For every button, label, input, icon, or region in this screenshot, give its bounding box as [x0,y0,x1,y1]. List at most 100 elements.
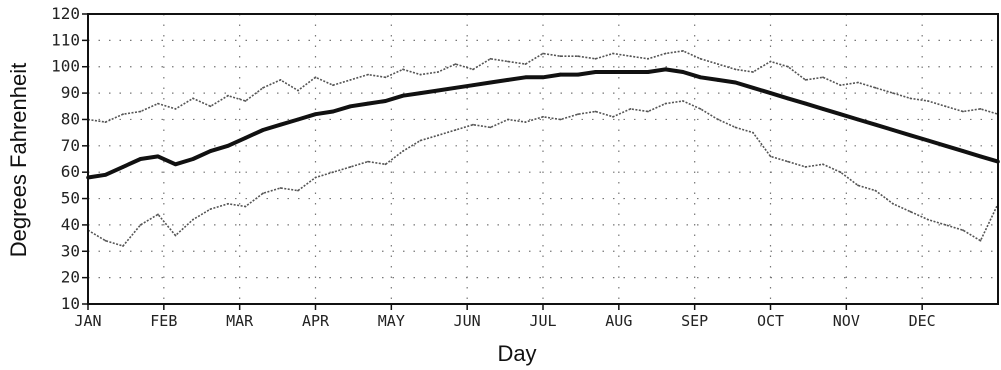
series-line-upper [87,50,999,123]
x-tick-labels: JAN FEB MAR APR MAY JUN JUL AUG SEP OCT NOV DEC [74,304,936,330]
data-point [436,88,440,93]
series-upper [87,50,999,123]
data-point [961,149,965,153]
data-point [769,60,772,63]
data-point [367,73,369,76]
data-point [698,75,703,80]
data-point [699,108,702,110]
x-tick-label: OCT [757,312,784,330]
data-point [366,101,370,106]
data-point [681,70,685,74]
data-point [227,94,229,97]
data-point [927,100,929,102]
data-point [559,118,562,121]
data-point [138,157,143,161]
data-point [103,173,108,177]
data-point [507,60,509,63]
data-point [962,229,964,232]
data-point [559,55,562,58]
data-point [716,78,720,82]
data-point [454,129,457,131]
data-point [226,144,230,148]
data-point [926,138,930,143]
data-point [752,71,754,73]
data-point [402,150,404,153]
data-point [314,176,317,179]
y-tick-label: 40 [61,215,80,234]
data-point [821,107,825,111]
x-tick-label: NOV [833,312,860,330]
x-axis-title: Day [497,341,536,366]
y-tick-label: 80 [61,109,80,128]
data-point [332,84,334,87]
data-point [173,162,178,167]
data-point [454,63,457,65]
x-tick-label: JUL [529,312,556,330]
data-point [472,123,474,126]
y-tick-label: 110 [51,30,80,49]
data-point [244,100,247,102]
data-point [822,163,824,166]
data-point [646,70,650,74]
data-point [752,131,754,134]
data-point [558,72,563,77]
data-point [332,171,334,174]
data-point [437,134,439,137]
x-tick-label: AUG [605,312,632,330]
data-point [629,55,632,58]
data-point [488,80,493,85]
data-point [121,165,125,169]
y-tick-label: 70 [61,136,80,155]
data-point [437,71,439,73]
x-tick-label: MAY [378,312,405,330]
data-point [612,52,614,55]
data-point [296,117,300,122]
data-point [839,171,842,174]
data-point [542,52,544,55]
data-point [979,239,982,242]
series-layer [86,50,1000,247]
data-point [909,97,912,100]
data-point [523,75,528,80]
data-point [262,86,264,89]
data-point [734,126,737,129]
y-tick-label: 120 [51,4,80,23]
data-point [507,118,509,121]
data-point [979,108,982,110]
y-tick-label: 10 [61,294,80,313]
x-tick-label: DEC [909,312,936,330]
data-point [261,128,265,132]
data-point [331,109,335,114]
x-tick-label: JAN [74,312,101,330]
y-tick-labels: 10 20 30 40 50 60 70 80 90 100 110 120 [51,4,88,313]
data-point [174,108,177,110]
data-point [733,80,738,85]
data-point [297,89,299,92]
data-point [663,67,668,72]
data-point [664,52,667,55]
data-point [594,110,597,113]
data-point [822,76,824,79]
data-point [874,86,877,89]
data-point [122,113,124,116]
data-point [856,117,860,122]
data-point [892,202,894,205]
data-point [787,160,789,163]
data-point [506,78,510,82]
data-point [192,97,194,100]
data-point [104,121,107,123]
data-point [682,100,684,102]
data-point [157,213,159,216]
data-point [227,202,229,205]
data-point [453,86,458,90]
data-point [419,73,422,76]
data-point [174,234,177,237]
data-point [401,93,405,98]
series-mean [86,67,1000,180]
data-point [751,86,755,90]
data-point [576,72,580,77]
x-tick-label: SEP [681,312,708,330]
data-point [593,70,598,74]
data-point [278,122,283,127]
data-point [892,92,894,94]
